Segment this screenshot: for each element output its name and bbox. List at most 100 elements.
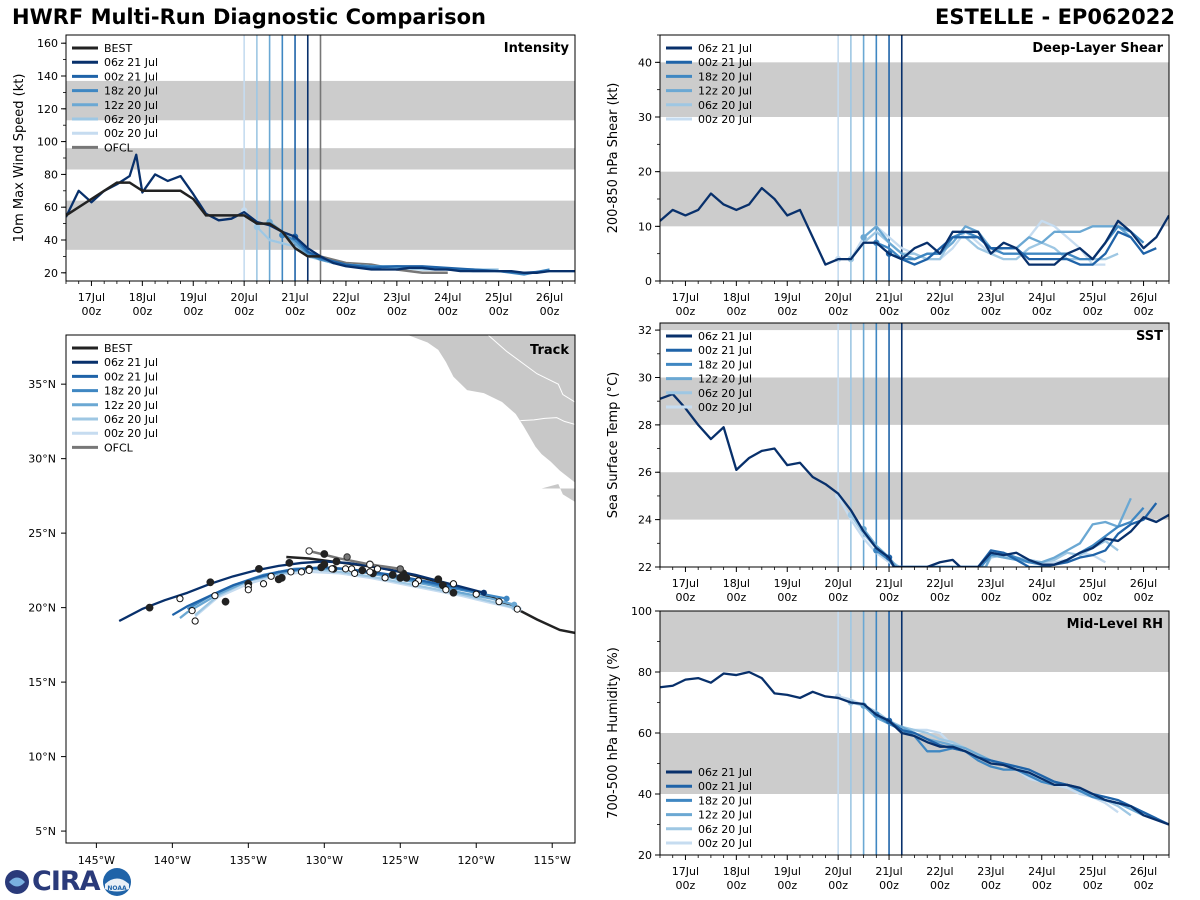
noaa-label: NOAA — [107, 885, 127, 892]
x-tick-date: 23Jul — [977, 577, 1004, 590]
lon-tick-label: 115°W — [534, 854, 571, 867]
x-tick-hour: 00z — [879, 305, 899, 318]
x-tick-date: 22Jul — [926, 291, 953, 304]
series-line — [66, 153, 575, 274]
x-tick-hour: 00z — [1083, 879, 1103, 892]
track-panel: 145°W 140°W 135°W 130°W 125°W 120°W 115°W 5°N 10… — [28, 334, 576, 867]
y-tick-label: 0 — [645, 275, 652, 288]
legend-label: 06z 20 Jul — [104, 113, 158, 126]
x-tick-hour: 00z — [981, 305, 1001, 318]
x-tick-date: 22Jul — [926, 577, 953, 590]
y-tick-label: 120 — [37, 103, 58, 116]
plot-area — [660, 611, 1169, 855]
lat-tick-label: 5°N — [35, 825, 56, 838]
sst-panel: 22242628303217Jul00z18Jul00z19Jul00z20Ju… — [606, 322, 1170, 604]
x-tick-date: 25Jul — [1079, 291, 1106, 304]
track-marker-00z — [434, 575, 443, 584]
x-tick-hour: 00z — [828, 305, 848, 318]
x-tick-date: 23Jul — [977, 291, 1004, 304]
y-tick-label: 40 — [44, 234, 58, 247]
track-marker-00z — [255, 564, 263, 573]
x-tick-hour: 00z — [879, 591, 899, 604]
legend-label: 00z 20 Jul — [698, 401, 752, 414]
legend-label: 00z 21 Jul — [698, 344, 752, 357]
x-tick-hour: 00z — [726, 591, 746, 604]
init-marker — [253, 223, 261, 231]
threshold-band — [660, 611, 1169, 672]
x-tick-hour: 00z — [930, 879, 950, 892]
lon-tick-label: 130°W — [306, 854, 343, 867]
track-marker-12z — [188, 607, 196, 615]
intensity-panel: 2040608010012014016017Jul00z18Jul00z19Ju… — [12, 34, 576, 318]
legend-label: 00z 21 Jul — [698, 56, 752, 69]
legend-label: 12z 20 Jul — [698, 373, 752, 386]
y-tick-label: 160 — [37, 37, 58, 50]
x-tick-date: 17Jul — [672, 577, 699, 590]
track-marker-12z — [495, 598, 503, 606]
x-tick-date: 18Jul — [723, 577, 750, 590]
legend-label: 06z 20 Jul — [698, 99, 752, 112]
x-tick-date: 21Jul — [875, 577, 902, 590]
lon-tick-label: 145°W — [78, 854, 115, 867]
track-marker-12z — [373, 565, 382, 573]
x-tick-date: 18Jul — [129, 291, 156, 304]
legend-label: 06z 20 Jul — [698, 823, 752, 836]
track-marker-00z — [358, 566, 367, 575]
x-tick-date: 26Jul — [1130, 291, 1157, 304]
figure-title: HWRF Multi-Run Diagnostic Comparison — [12, 5, 487, 29]
lat-tick-label: 30°N — [28, 453, 56, 466]
y-tick-label: 32 — [638, 324, 652, 337]
rh-panel: 2040608010017Jul00z18Jul00z19Jul00z20Jul… — [606, 605, 1170, 892]
legend-label: 00z 20 Jul — [698, 837, 752, 850]
legend-label: OFCL — [104, 141, 134, 154]
track-marker-12z — [244, 586, 252, 594]
plot-area — [660, 323, 1169, 567]
best-track-line — [66, 181, 321, 258]
legend-label: 18z 20 Jul — [104, 85, 158, 98]
x-tick-date: 24Jul — [1028, 577, 1055, 590]
track-marker-00z — [285, 559, 294, 567]
legend-label: 00z 21 Jul — [698, 780, 752, 793]
track-marker-12z — [328, 565, 336, 573]
lat-tick-label: 10°N — [28, 751, 56, 764]
x-tick-hour: 00z — [879, 879, 899, 892]
legend-label: 00z 20 Jul — [698, 113, 752, 126]
legend-label: 00z 21 Jul — [104, 70, 158, 83]
land-mass — [541, 483, 575, 502]
y-tick-label: 26 — [638, 466, 652, 479]
x-tick-hour: 00z — [828, 591, 848, 604]
map-area — [118, 335, 575, 635]
x-tick-date: 26Jul — [1130, 865, 1157, 878]
track-marker-12z — [366, 568, 374, 576]
lon-tick-label: 140°W — [154, 854, 191, 867]
ofcl-marker — [343, 553, 351, 561]
lon-tick-label: 135°W — [230, 854, 267, 867]
x-tick-hour: 00z — [438, 305, 458, 318]
map-frame — [65, 334, 576, 844]
x-tick-date: 21Jul — [875, 865, 902, 878]
y-tick-label: 30 — [638, 111, 652, 124]
track-marker-00z — [449, 588, 458, 597]
series-line — [660, 670, 1169, 826]
x-tick-date: 26Jul — [536, 291, 563, 304]
y-tick-label: 140 — [37, 70, 58, 83]
x-tick-date: 21Jul — [875, 291, 902, 304]
track-marker-00z — [388, 570, 397, 579]
cira-logo-text: CIRA — [32, 866, 101, 897]
panel-title: Track — [530, 343, 569, 358]
track-marker-12z — [472, 590, 480, 598]
x-tick-date: 25Jul — [1079, 865, 1106, 878]
track-start-marker — [503, 595, 510, 602]
track-marker-12z — [297, 568, 306, 576]
track-marker-00z — [145, 603, 154, 612]
legend-label: 12z 20 Jul — [698, 809, 752, 822]
x-tick-hour: 00z — [676, 305, 696, 318]
y-tick-label: 40 — [638, 788, 652, 801]
track-marker-12z — [449, 580, 458, 588]
y-tick-label: 10 — [638, 220, 652, 233]
x-tick-hour: 00z — [777, 879, 797, 892]
track-start-marker — [480, 589, 487, 596]
legend-label: BEST — [104, 42, 132, 55]
